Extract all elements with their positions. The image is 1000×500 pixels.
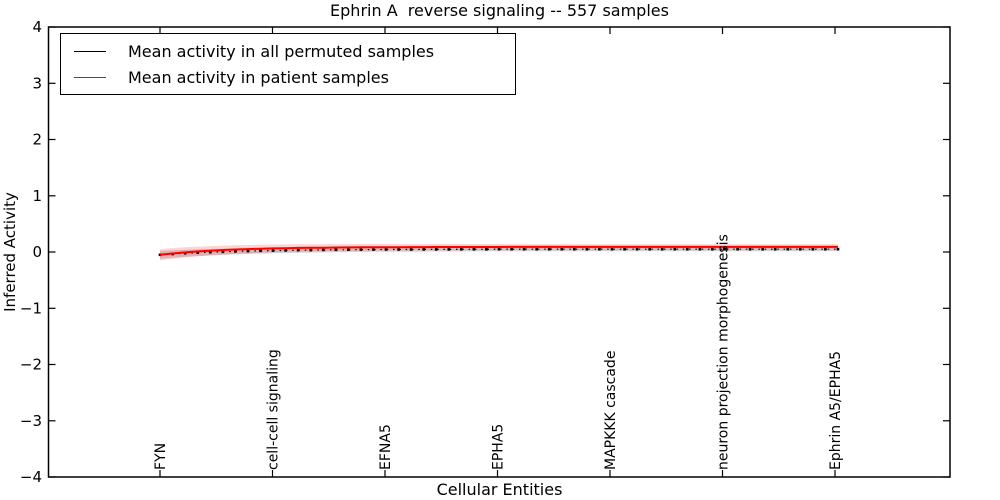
data-point-marker bbox=[347, 248, 350, 251]
x-tick-label: EPHA5 bbox=[491, 424, 507, 470]
legend-entry-label: Mean activity in all permuted samples bbox=[128, 41, 435, 61]
data-point-marker bbox=[359, 248, 363, 251]
data-point-marker bbox=[698, 247, 702, 251]
data-point-marker bbox=[334, 248, 338, 252]
data-point-marker bbox=[811, 247, 815, 251]
x-tick-label: FYN bbox=[153, 443, 169, 470]
legend-entry-permuted: Mean activity in all permuted samples bbox=[61, 39, 515, 63]
data-point-marker bbox=[748, 247, 752, 251]
patient-series-line bbox=[159, 245, 838, 256]
data-point-marker bbox=[510, 247, 513, 251]
data-point-marker bbox=[409, 248, 413, 251]
data-point-marker bbox=[673, 247, 677, 251]
data-point-marker bbox=[234, 250, 237, 253]
data-point-marker bbox=[397, 248, 400, 251]
data-point-marker bbox=[447, 248, 451, 251]
data-point-marker bbox=[585, 247, 589, 251]
legend-entry-patient: Mean activity in patient samples bbox=[61, 65, 515, 89]
chart-title: Ephrin A reverse signaling -- 557 sample… bbox=[330, 1, 669, 20]
data-point-marker bbox=[196, 251, 199, 254]
data-point-marker bbox=[522, 247, 526, 251]
y-tick-label: 1 bbox=[32, 187, 42, 205]
data-point-marker bbox=[221, 250, 225, 254]
data-point-marker bbox=[799, 247, 802, 251]
legend-box: Mean activity in all permuted samples Me… bbox=[60, 33, 516, 95]
data-point-marker bbox=[773, 247, 777, 251]
data-point-marker bbox=[384, 248, 388, 251]
data-point-marker bbox=[259, 249, 262, 253]
x-tick-label: Ephrin A5/EPHA5 bbox=[828, 351, 844, 470]
data-point-marker bbox=[372, 248, 375, 251]
data-point-marker bbox=[711, 247, 714, 251]
y-tick-label: 3 bbox=[32, 74, 42, 92]
data-point-marker bbox=[460, 248, 463, 251]
data-point-marker bbox=[648, 247, 651, 251]
data-point-marker bbox=[208, 250, 212, 254]
plot-frame bbox=[47, 26, 951, 478]
data-point-marker bbox=[573, 247, 576, 251]
data-point-marker bbox=[686, 247, 689, 251]
y-axis-label: Inferred Activity bbox=[1, 192, 19, 312]
permuted-line-swatch bbox=[74, 50, 106, 52]
data-point-marker bbox=[434, 248, 438, 251]
data-point-marker bbox=[836, 247, 840, 251]
data-point-marker bbox=[246, 249, 250, 253]
data-point-marker bbox=[598, 247, 601, 251]
data-point-marker bbox=[296, 248, 300, 252]
data-point-marker bbox=[485, 248, 488, 251]
data-point-marker bbox=[660, 247, 664, 251]
data-point-marker bbox=[422, 248, 425, 251]
data-point-marker bbox=[560, 247, 564, 251]
y-tick-label: 2 bbox=[32, 131, 42, 149]
data-point-marker bbox=[786, 247, 790, 251]
x-tick-label: EFNA5 bbox=[378, 424, 394, 470]
data-point-marker bbox=[321, 248, 325, 252]
data-point-marker bbox=[623, 247, 626, 251]
data-point-marker bbox=[284, 249, 287, 252]
data-point-marker bbox=[723, 247, 727, 251]
data-point-marker bbox=[547, 247, 551, 251]
legend-entry-label: Mean activity in patient samples bbox=[128, 67, 389, 87]
x-tick-label: MAPKKK cascade bbox=[603, 351, 619, 470]
y-tick-label: 4 bbox=[32, 18, 42, 36]
x-tick-label: neuron projection morphogenesis bbox=[716, 234, 732, 470]
data-point-marker bbox=[610, 247, 614, 251]
data-point-marker bbox=[824, 247, 827, 251]
y-tick-label: −3 bbox=[20, 412, 42, 430]
data-point-marker bbox=[497, 247, 501, 251]
y-tick-label: −2 bbox=[20, 356, 42, 374]
data-point-marker bbox=[535, 247, 538, 251]
y-tick-label: −1 bbox=[20, 299, 42, 317]
data-point-marker bbox=[635, 247, 639, 251]
data-point-marker bbox=[472, 248, 476, 251]
data-point-marker bbox=[761, 247, 764, 251]
x-tick-label: cell-cell signaling bbox=[266, 349, 282, 470]
data-point-marker bbox=[271, 249, 275, 252]
y-tick-label: 0 bbox=[32, 243, 42, 261]
data-point-marker bbox=[736, 247, 739, 251]
data-point-marker bbox=[309, 248, 312, 252]
permuted-confidence-band bbox=[160, 247, 838, 259]
x-axis-label: Cellular Entities bbox=[436, 480, 563, 499]
patient-line-swatch bbox=[74, 76, 106, 78]
y-tick-label: −4 bbox=[20, 468, 42, 486]
